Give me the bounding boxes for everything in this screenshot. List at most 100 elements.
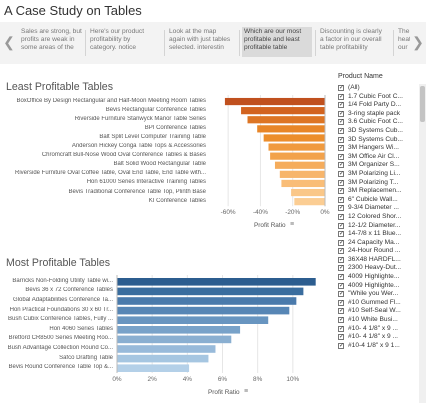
filter-item[interactable]: ✓ 3M Organizer S... [337,161,415,170]
bar-5[interactable] [117,316,269,324]
filter-item[interactable]: ✓ 12-1/2 Diameter... [337,222,415,231]
filter-item[interactable]: ✓ 3D Systems Cub... [337,136,415,145]
checkbox[interactable]: ✓ [338,136,345,143]
checkbox[interactable]: ✓ [338,179,345,186]
filter-item[interactable]: ✓ 3M Polarizing T... [337,179,415,188]
checkbox[interactable]: ✓ [338,213,345,220]
story-point-1[interactable]: Sales are strong, but profits are weak i… [21,28,82,52]
checkbox[interactable]: ✓ [338,196,345,203]
filter-item[interactable]: ✓ 3.6 Cubic Foot C... [337,118,415,127]
bar-4[interactable] [117,306,290,315]
bar-1[interactable] [117,278,316,286]
filter-item[interactable]: ✓ 3M Replacemen... [337,187,415,196]
bar-9[interactable] [117,354,209,363]
filter-item[interactable]: ✓ 14-7/8 x 11 Blue... [337,230,415,239]
story-point-3[interactable]: Look at the map again with just tables s… [169,28,231,52]
bar-10[interactable] [281,179,325,188]
checkbox[interactable]: ✓ [338,317,345,324]
bar-4[interactable] [257,125,325,133]
filter-item[interactable]: ✓ #10 White Busi... [337,316,415,325]
bar-1[interactable] [224,97,325,106]
category-label: BPI Conference Tables [144,124,206,131]
checkbox[interactable]: ✓ [338,102,345,109]
checkbox[interactable]: ✓ [338,299,345,306]
story-point-5[interactable]: Discounting is clearly a factor in our o… [320,28,382,52]
bar-7[interactable] [270,152,325,160]
filter-item[interactable]: ✓ 24-Hour Round ... [337,247,415,256]
filter-item[interactable]: ✓ 1.7 Cubic Foot C... [337,93,415,102]
checkbox[interactable]: ✓ [338,188,345,195]
checkbox[interactable]: ✓ [338,256,345,263]
filter-item[interactable]: ✓ 3M Office Air Cl... [337,153,415,162]
filter-item[interactable]: ✓ 4009 Highlighte... [337,282,415,291]
checkbox[interactable]: ✓ [338,342,345,349]
bar-8[interactable] [117,345,216,353]
filter-item[interactable]: ✓ #10 Gummed Fl... [337,299,415,308]
filter-item[interactable]: ✓ 3M Polarizing Li... [337,170,415,179]
filter-item[interactable]: ✓ 24 Capacity Ma... [337,239,415,248]
bar-3[interactable] [247,116,325,124]
checkbox[interactable]: ✓ [338,308,345,315]
checkbox[interactable]: ✓ [338,291,345,298]
checkbox[interactable]: ✓ [338,110,345,117]
story-point-4[interactable]: Which are our most profitable and least … [242,27,312,57]
filter-item[interactable]: ✓ 6" Cubicle Wall... [337,196,415,205]
filter-scrollbar-thumb[interactable] [420,86,425,122]
checkbox[interactable]: ✓ [338,127,345,134]
checkbox[interactable]: ✓ [338,265,345,272]
story-point-2[interactable]: Here's our product profitability by cate… [90,28,145,52]
checkbox[interactable]: ✓ [338,145,345,152]
checkbox[interactable]: ✓ [338,325,345,332]
most-profitable-title: Most Profitable Tables [6,257,111,269]
checkbox[interactable]: ✓ [338,334,345,341]
filter-item[interactable]: ✓ #10 Self-Seal W... [337,307,415,316]
bar-5[interactable] [263,134,325,142]
filter-item[interactable]: ✓ 9-3/4 Diameter ... [337,204,415,213]
story-point-6[interactable]: The heat our [398,28,410,52]
checkbox[interactable]: ✓ [338,274,345,281]
bar-12[interactable] [294,198,325,206]
checkbox[interactable]: ✓ [338,239,345,246]
filter-item[interactable]: ✓ #10- 4 1/8" x 9 ... [337,333,415,342]
bar-2[interactable] [117,287,304,296]
checkbox[interactable]: ✓ [338,205,345,212]
checkbox[interactable]: ✓ [338,222,345,229]
bar-2[interactable] [241,107,325,115]
checkbox[interactable]: ✓ [338,93,345,100]
checkbox[interactable]: ✓ [338,85,345,91]
checkbox[interactable]: ✓ [338,162,345,169]
sort-icon[interactable]: ≡ [244,388,249,395]
checkbox[interactable]: ✓ [338,248,345,255]
bar-7[interactable] [117,335,232,344]
filter-item[interactable]: ✓ 2300 Heavy-Dut... [337,264,415,273]
bar-6[interactable] [117,326,241,334]
checkbox[interactable]: ✓ [338,231,345,238]
filter-item[interactable]: ✓ 1/4 Fold Party D... [337,101,415,110]
filter-item[interactable]: ✓ 4009 Highlighte... [337,273,415,282]
bar-8[interactable] [274,161,325,169]
filter-item[interactable]: ✓ #10-4 1/8" x 9 1... [337,342,415,351]
bar-10[interactable] [117,364,190,372]
bar-6[interactable] [268,143,326,151]
filter-item[interactable]: ✓ 36X48 HARDFL... [337,256,415,265]
product-filter-list[interactable]: ✓ (All) ✓ 1.7 Cubic Foot C... ✓ 1/4 Fold Part… [337,84,415,403]
filter-item[interactable]: ✓ 3M Hangers Wi... [337,144,415,153]
bar-11[interactable] [291,188,325,197]
chevron-left-icon[interactable]: ❮ [3,34,15,50]
chevron-right-icon[interactable]: ❯ [412,34,424,50]
checkbox[interactable]: ✓ [338,119,345,126]
filter-item[interactable]: ✓ 3-ring staple pack [337,110,415,119]
filter-item[interactable]: ✓ 12 Colored Shor... [337,213,415,222]
sort-icon[interactable]: ≡ [290,221,295,229]
checkbox[interactable]: ✓ [338,282,345,289]
checkbox[interactable]: ✓ [338,153,345,160]
filter-item[interactable]: ✓ #10- 4 1/8" x 9 ... [337,325,415,334]
filter-item[interactable]: ✓ 3D Systems Cub... [337,127,415,136]
checkbox[interactable]: ✓ [338,170,345,177]
bar-9[interactable] [279,170,325,178]
filter-item[interactable]: ✓ (All) [337,84,415,93]
filter-scrollbar[interactable] [419,84,426,403]
bar-3[interactable] [117,297,297,305]
category-label: Balt Split Level Computer Training Table [99,133,206,140]
filter-item[interactable]: ✓ "While you Wer... [337,290,415,299]
